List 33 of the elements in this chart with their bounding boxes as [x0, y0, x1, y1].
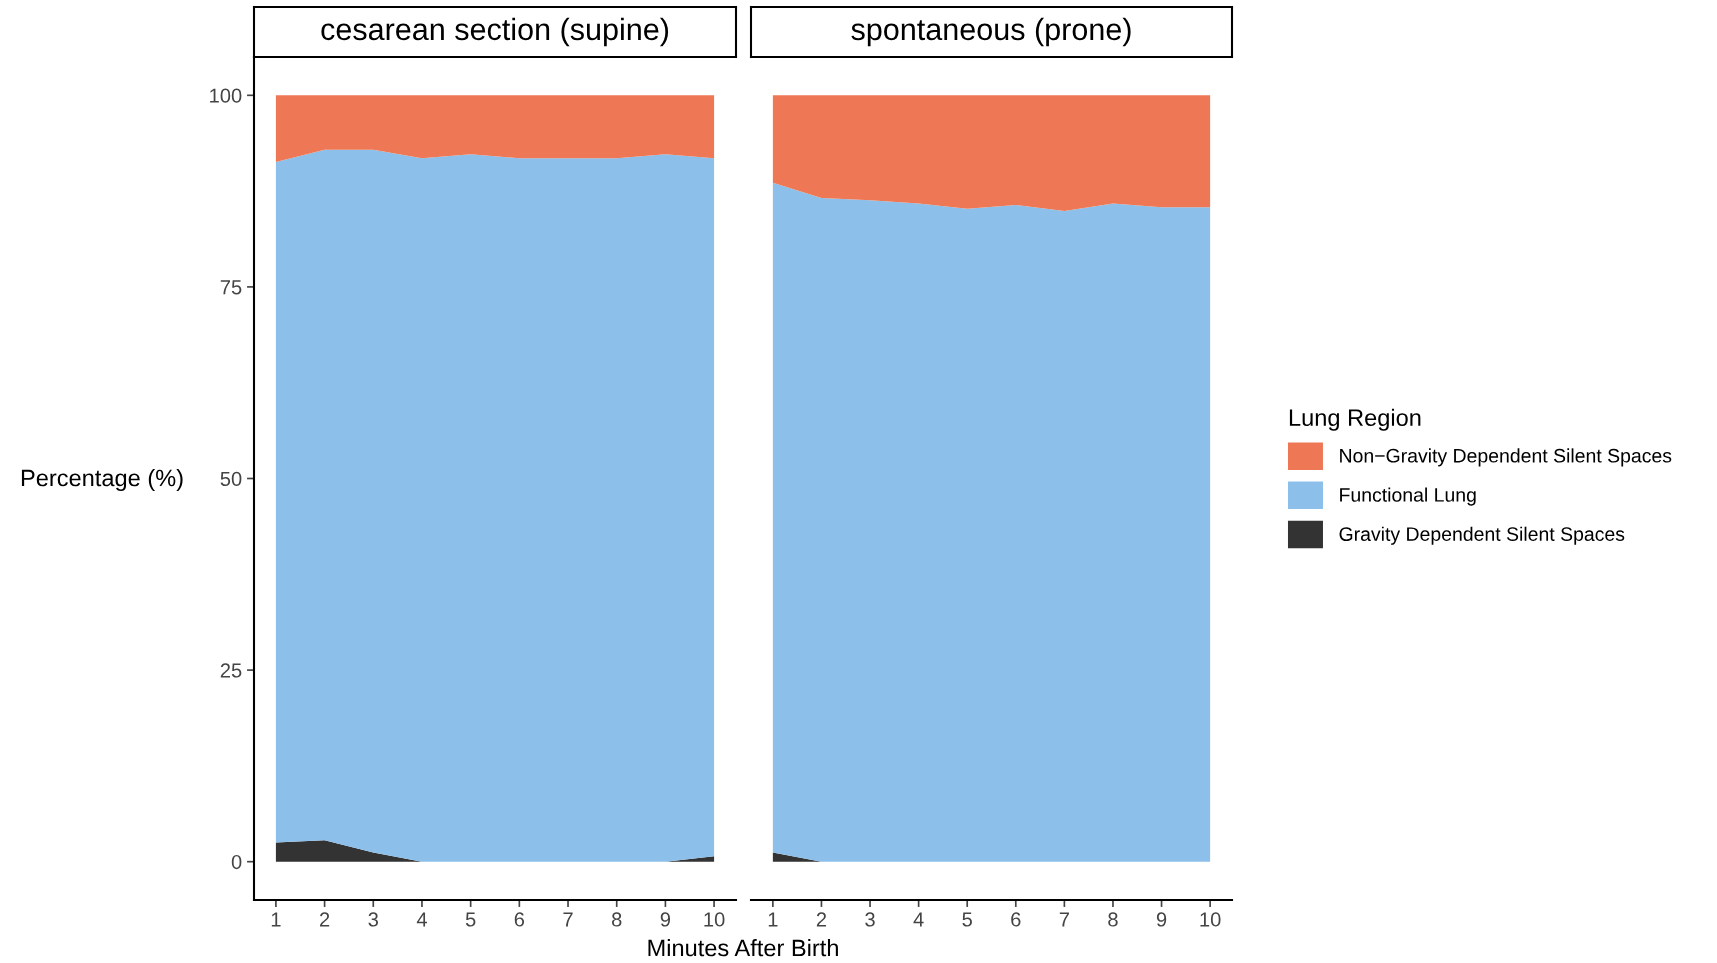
legend-label: Gravity Dependent Silent Spaces: [1339, 526, 1625, 545]
x-tick-label: 7: [1059, 912, 1069, 927]
x-tick-label: 8: [1108, 912, 1118, 927]
y-tick-label: 100: [210, 88, 242, 103]
x-tick-label: 4: [416, 912, 427, 927]
chart-title: spontaneous (prone): [851, 17, 1131, 47]
chart-title: cesarean section (supine): [321, 17, 669, 47]
x-tick-label: 7: [563, 912, 573, 927]
x-tick-label: 5: [962, 912, 972, 927]
x-tick-label: 2: [816, 912, 827, 927]
x-tick-label: 4: [913, 912, 924, 927]
x-tick-label: 6: [514, 912, 525, 927]
x-tick-label: 3: [865, 912, 875, 927]
x-tick-label: 10: [704, 912, 725, 927]
x-tick-label: 9: [660, 912, 671, 927]
y-axis-title: Percentage (%): [21, 468, 183, 492]
y-tick-label: 25: [220, 663, 242, 678]
x-tick-label: 1: [768, 912, 778, 927]
y-tick-label: 0: [231, 854, 242, 870]
legend-label: Functional Lung: [1340, 487, 1476, 506]
x-tick-label: 8: [611, 912, 622, 927]
y-tick-label: 75: [220, 280, 242, 295]
x-tick-label: 3: [368, 912, 378, 927]
x-tick-label: 1: [271, 912, 281, 927]
x-tick-label: 2: [320, 912, 330, 927]
legend-label: Non−Gravity Dependent Silent Spaces: [1340, 448, 1672, 467]
x-tick-label: 5: [465, 912, 476, 927]
x-tick-label: 9: [1156, 912, 1167, 927]
legend-title: Lung Region: [1289, 408, 1421, 431]
x-axis-title: Minutes After Birth: [648, 939, 838, 957]
x-tick-label: 6: [1011, 912, 1021, 927]
x-tick-label: 10: [1200, 912, 1221, 927]
y-tick-label: 50: [220, 471, 242, 486]
